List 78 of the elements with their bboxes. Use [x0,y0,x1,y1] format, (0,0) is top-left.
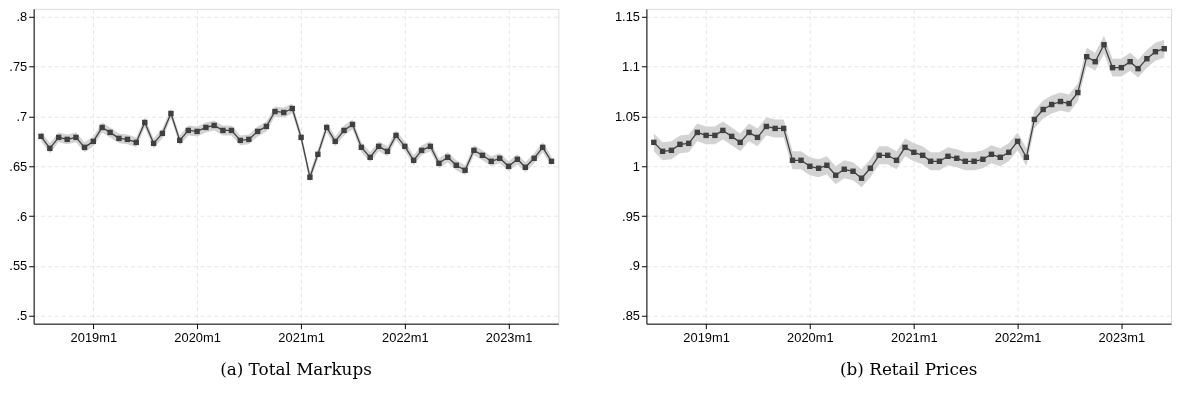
text: (a) Total Markups [220,359,372,380]
y-tick-label: .5 [16,308,28,324]
point [436,160,442,166]
point [272,108,278,115]
point [107,129,113,136]
point [720,127,726,134]
point [737,139,743,146]
point [677,141,683,148]
point [471,147,477,154]
x-tick-label: 2022m1 [994,329,1042,345]
point [531,155,537,162]
point [64,136,70,143]
x-tick-label: 2021m1 [891,329,938,345]
point [876,152,882,159]
x-tick-label: 2021m1 [278,329,325,345]
y-tick-label: .75 [9,59,28,75]
y-tick-label: .65 [9,158,28,174]
y-tick-label: 1.1 [622,59,640,75]
point [38,133,44,140]
y-tick-label: 1.15 [614,9,640,25]
y-tick-label: .7 [16,108,28,124]
point [1066,100,1072,107]
point [651,139,657,146]
point [47,145,53,152]
x-tick-label: 2022m1 [382,329,429,345]
point [246,136,252,143]
point [298,134,304,141]
y-tick-label: .95 [622,208,640,224]
x-tick-label: 2019m1 [683,329,730,345]
point [798,157,804,164]
y-tick-label: 1.05 [614,108,640,124]
y-tick-label: .85 [622,308,640,324]
point [902,144,908,151]
point [220,127,226,134]
point [332,138,338,145]
x-tick-label: 2020m1 [174,329,221,345]
y-tick-label: .8 [16,9,28,25]
point [402,143,408,150]
point [1101,42,1107,48]
point [367,154,373,161]
point [194,128,200,135]
point [971,158,977,164]
point [116,135,122,142]
point [203,124,209,131]
point [315,151,321,158]
y-tick-label: .6 [16,208,28,224]
point [807,163,813,169]
point [1092,58,1098,65]
point [945,153,951,160]
x-tick-label: 2020m1 [787,329,834,345]
point [211,122,217,129]
point [746,129,752,136]
point [911,149,917,156]
point [393,132,399,139]
point [462,167,468,173]
y-tick-label: 1 [632,158,640,174]
point [980,156,986,163]
point [168,110,174,117]
point [1127,58,1133,65]
point [1144,55,1150,62]
point [1040,106,1046,113]
point [99,124,105,131]
point [1135,65,1141,72]
point [712,132,718,139]
point [772,125,778,132]
x-tick-label: 2023m1 [485,329,533,345]
x-tick-label: 2023m1 [1098,329,1146,345]
point [1075,89,1081,96]
point [73,134,79,141]
point [824,162,830,168]
y-tick-label: .55 [9,258,28,274]
text: (b) Retail Prices [840,359,978,380]
y-tick-label: .9 [629,258,640,274]
point [850,168,856,174]
point [341,127,347,134]
point [307,174,313,180]
x-tick-label: 2019m1 [70,329,118,345]
point [703,132,709,139]
